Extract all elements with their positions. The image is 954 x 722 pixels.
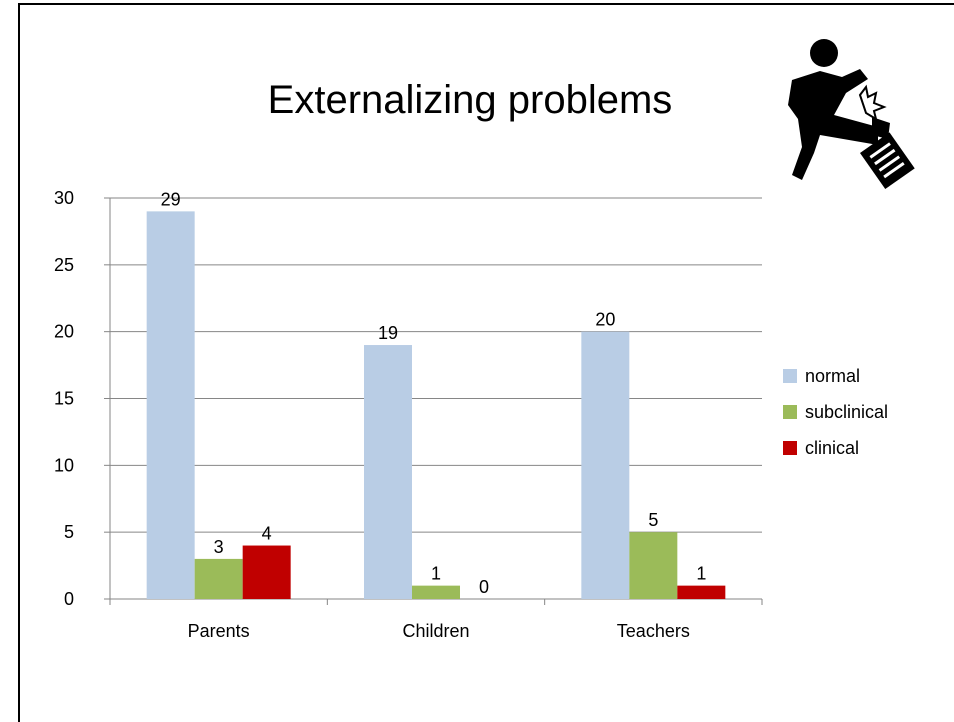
legend-label-normal: normal: [805, 366, 860, 386]
legend-label-subclinical: subclinical: [805, 402, 888, 422]
bar-normal-children: [364, 345, 412, 599]
data-label: 20: [595, 310, 615, 330]
chart-title: Externalizing problems: [267, 78, 673, 122]
bar-normal-parents: [146, 211, 195, 599]
data-label: 3: [214, 537, 224, 557]
data-label: 1: [696, 564, 706, 584]
data-label: 1: [431, 564, 441, 584]
y-tick-label: 10: [54, 455, 74, 475]
data-label: 29: [161, 189, 181, 209]
bar-subclinical-parents: [194, 558, 243, 599]
bar-clinical-teachers: [677, 585, 726, 599]
data-label: 19: [378, 323, 398, 343]
bar-clinical-parents: [242, 545, 291, 599]
bar-subclinical-teachers: [629, 532, 678, 599]
x-tick-label: Teachers: [617, 621, 690, 641]
data-label: 0: [479, 577, 489, 597]
legend-label-clinical: clinical: [805, 438, 859, 458]
legend-swatch-normal: [783, 369, 797, 383]
bar-subclinical-children: [412, 585, 460, 599]
x-tick-label: Parents: [188, 621, 250, 641]
y-tick-label: 20: [54, 322, 74, 342]
x-tick-label: Children: [402, 621, 469, 641]
y-tick-label: 0: [64, 589, 74, 609]
legend-swatch-subclinical: [783, 405, 797, 419]
kicking-person-icon: [788, 39, 915, 190]
y-tick-label: 25: [54, 255, 74, 275]
data-label: 4: [262, 524, 272, 544]
legend-swatch-clinical: [783, 441, 797, 455]
y-tick-label: 30: [54, 188, 74, 208]
bar-normal-teachers: [581, 331, 630, 599]
y-tick-label: 15: [54, 389, 74, 409]
data-label: 5: [648, 510, 658, 530]
y-tick-label: 5: [64, 522, 74, 542]
